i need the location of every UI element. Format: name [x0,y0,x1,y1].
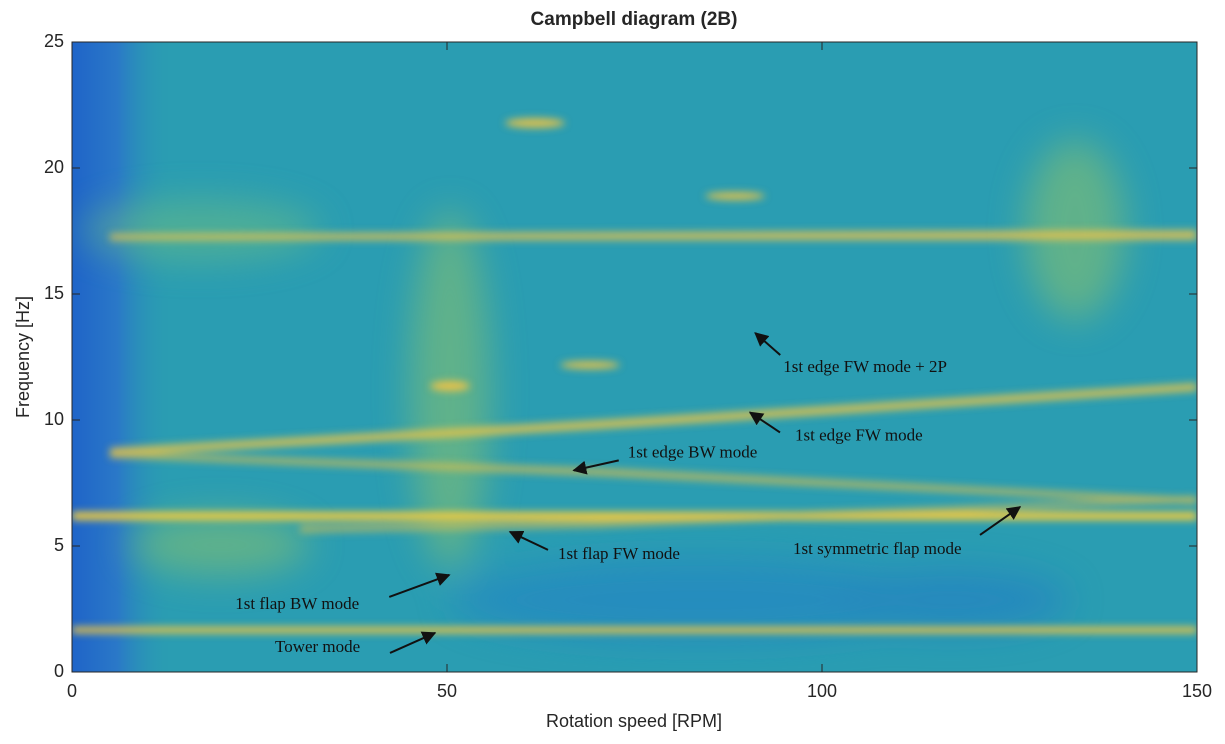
plot-frame [71,41,1198,673]
y-tick-label: 5 [54,535,64,555]
chart-title: Campbell diagram (2B) [531,9,738,30]
y-tick-label: 0 [54,661,64,681]
annotation-arrow [388,572,451,598]
x-tick-label: 150 [1182,681,1212,701]
annotation-arrow [508,530,549,551]
annotation: Tower mode [275,637,360,656]
annotation: 1st symmetric flap mode [793,539,962,558]
x-tick-label: 0 [67,681,77,701]
y-tick-label: 15 [44,283,64,303]
annotation-arrow [572,459,619,475]
annotation-arrow [979,506,1022,536]
annotation-arrow [389,631,437,654]
y-tick-label: 10 [44,409,64,429]
y-axis-label: Frequency [Hz] [13,296,33,418]
x-tick-label: 100 [807,681,837,701]
y-tick-label: 25 [44,31,64,51]
spectrum-background [72,42,1197,672]
annotation: 1st edge BW mode [628,442,758,461]
y-tick-label: 20 [44,157,64,177]
annotation-arrow [748,411,781,434]
annotation: 1st edge FW mode + 2P [783,357,947,376]
x-axis-label: Rotation speed [RPM] [546,711,722,731]
x-tick-label: 50 [437,681,457,701]
annotation: 1st flap FW mode [558,544,680,563]
annotation-arrow [754,332,781,356]
annotation: 1st edge FW mode [795,425,923,444]
annotation: 1st flap BW mode [235,594,359,613]
